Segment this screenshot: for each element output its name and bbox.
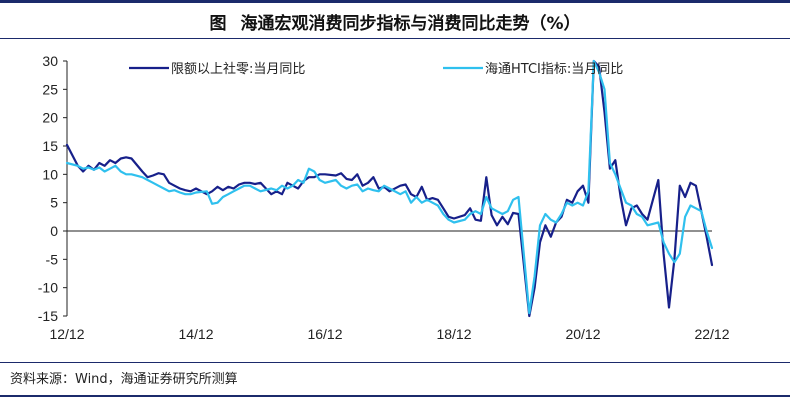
legend-label-2: 海通HTCI指标:当月同比 — [485, 62, 623, 77]
y-tick-label: 30 — [42, 53, 58, 69]
legend-label-1: 限额以上社零:当月同比 — [171, 61, 305, 77]
y-tick-label: -5 — [46, 251, 59, 267]
figure-label: 图 — [209, 9, 226, 34]
figure-title: 海通宏观消费同步指标与消费同比走势（%） — [240, 9, 580, 34]
line-chart: 30 25 20 15 10 5 0 -5 -10 -15 12/12 14/12 16/12 18/12… — [0, 40, 790, 360]
y-tick-label: -15 — [38, 308, 58, 324]
y-tick-label: 20 — [42, 110, 58, 126]
y-tick-label: -10 — [38, 280, 58, 296]
x-tick-label: 20/12 — [565, 326, 600, 342]
y-tick-label: 15 — [42, 138, 58, 154]
x-tick-label: 12/12 — [49, 326, 84, 342]
y-tick-label: 0 — [50, 223, 58, 239]
series-line-2 — [67, 61, 712, 313]
y-tick-label: 25 — [42, 81, 58, 97]
x-tick-label: 22/12 — [694, 326, 729, 342]
x-tick-label: 18/12 — [436, 326, 471, 342]
y-tick-label: 5 — [50, 195, 58, 211]
source-note: 资料来源：Wind，海通证券研究所测算 — [10, 368, 238, 387]
title-rule — [0, 38, 790, 39]
figure-title-bar: 图 海通宏观消费同步指标与消费同比走势（%） — [0, 0, 790, 40]
source-rule — [0, 362, 790, 363]
footer-rule — [0, 395, 790, 397]
y-tick-label: 10 — [42, 166, 58, 182]
x-tick-label: 16/12 — [307, 326, 342, 342]
x-tick-label: 14/12 — [178, 326, 213, 342]
